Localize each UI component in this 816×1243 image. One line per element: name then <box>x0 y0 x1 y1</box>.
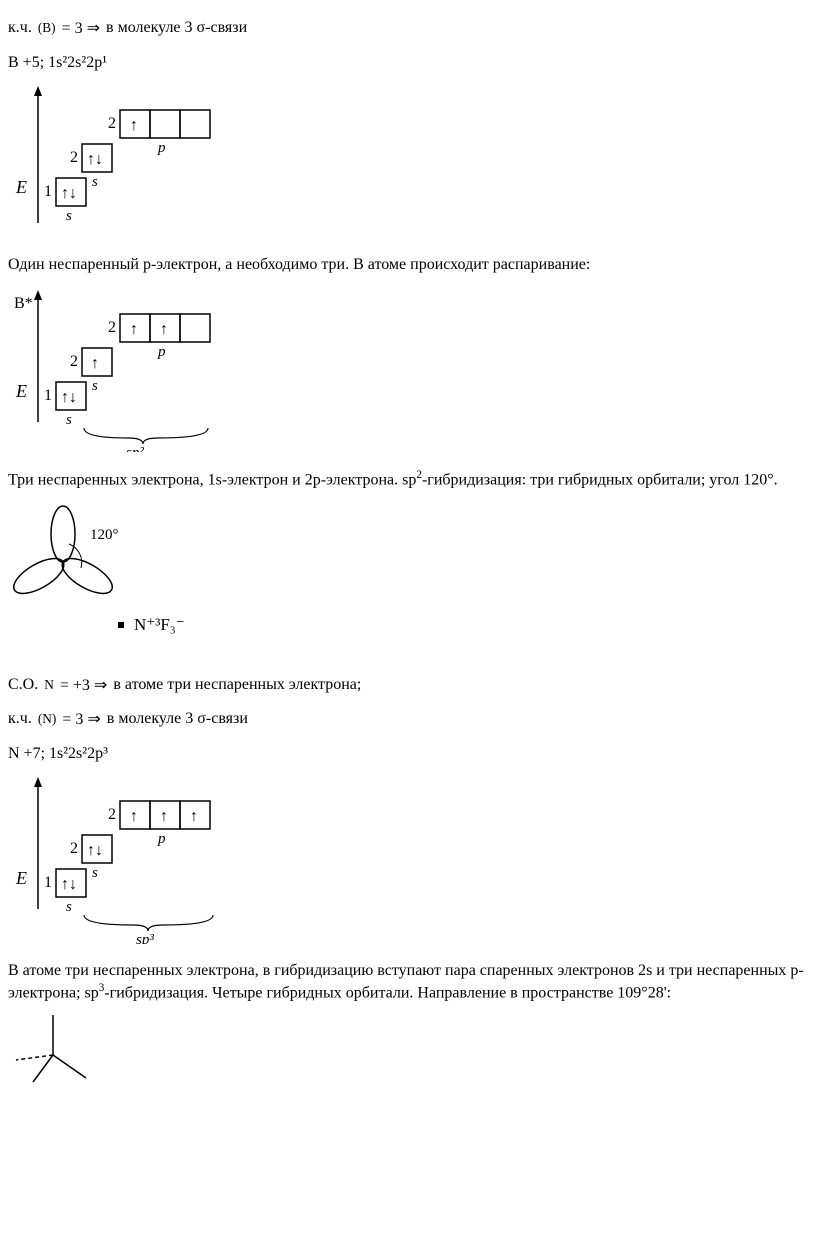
co-n-eq: = +3 ⇒ <box>60 675 107 695</box>
kch-b-eq: = 3 ⇒ <box>62 18 100 38</box>
b-config-text: B +5; 1s²2s²2p¹ <box>8 54 107 71</box>
bullet-nf3: N⁺³F₃⁻ <box>8 615 808 635</box>
kch-n-sub: (N) <box>38 711 57 727</box>
svg-text:s: s <box>66 208 72 224</box>
kch-b-text: в молекуле 3 σ-связи <box>106 19 247 37</box>
svg-text:2: 2 <box>108 115 116 132</box>
diagram-sp2-lobes: 120° <box>8 497 808 607</box>
svg-text:120°: 120° <box>90 527 119 543</box>
svg-text:2: 2 <box>70 840 78 857</box>
svg-text:s: s <box>92 174 98 190</box>
e-label: E <box>15 177 27 197</box>
row-co-n: С.О. N = +3 ⇒ в атоме три неспаренных эле… <box>8 675 808 695</box>
svg-text:1: 1 <box>44 387 52 404</box>
kch-n-prefix: к.ч. <box>8 710 32 728</box>
kch-n-text: в молекуле 3 σ-связи <box>107 710 248 728</box>
svg-text:1: 1 <box>44 183 52 200</box>
svg-text:↑↓: ↑↓ <box>61 876 77 893</box>
n-config-text: N +7; 1s²2s²2p³ <box>8 745 108 762</box>
co-n-text: в атоме три неспаренных электрона; <box>113 676 361 694</box>
svg-text:↑↓: ↑↓ <box>87 151 103 168</box>
svg-text:↑↓: ↑↓ <box>61 185 77 202</box>
kch-b-sub: (B) <box>38 20 56 36</box>
svg-text:s: s <box>92 865 98 881</box>
svg-text:s: s <box>92 378 98 394</box>
svg-text:p: p <box>157 831 166 847</box>
svg-text:B*: B* <box>14 295 33 312</box>
svg-text:s: s <box>66 412 72 428</box>
svg-text:E: E <box>15 381 27 401</box>
diagram-tetrahedral <box>8 1010 808 1090</box>
svg-text:sp³: sp³ <box>136 932 154 944</box>
diagram-b-ground: E 1 ↑↓ s 2 ↑↓ s 2 ↑ p <box>8 78 808 238</box>
para-sp2-b: -гибридизация: три гибридных орбитали; у… <box>422 471 778 488</box>
co-n-prefix: С.О. <box>8 676 38 694</box>
diagram-b-excited: E B* 1 ↑↓ s 2 ↑ s 2 ↑ ↑ p sp²- <box>8 282 808 452</box>
para-sp3: В атоме три неспаренных электрона, в гиб… <box>8 960 808 1005</box>
para-unpaired: Один неспаренный p-электрон, а необходим… <box>8 254 808 276</box>
svg-text:E: E <box>15 868 27 888</box>
co-n-sub: N <box>44 677 54 693</box>
svg-text:p: p <box>157 344 166 360</box>
svg-text:↑↓: ↑↓ <box>87 842 103 859</box>
row-kch-n: к.ч. (N) = 3 ⇒ в молекуле 3 σ-связи <box>8 709 808 729</box>
svg-text:↑: ↑ <box>160 808 168 825</box>
para-sp3-b: -гибридизация. Четыре гибридных орбитали… <box>104 984 671 1001</box>
svg-text:↑: ↑ <box>160 321 168 338</box>
svg-text:↑: ↑ <box>130 808 138 825</box>
svg-text:↑: ↑ <box>91 355 99 372</box>
para-unpaired-text: Один неспаренный p-электрон, а необходим… <box>8 256 590 273</box>
svg-text:↑: ↑ <box>130 321 138 338</box>
svg-text:↑: ↑ <box>190 808 198 825</box>
svg-text:1: 1 <box>44 874 52 891</box>
para-sp2: Три неспаренных электрона, 1s-электрон и… <box>8 468 808 491</box>
svg-text:2: 2 <box>70 353 78 370</box>
svg-text:sp²-: sp²- <box>126 445 149 452</box>
svg-text:↑: ↑ <box>130 117 138 134</box>
diagram-n: E 1 ↑↓ s 2 ↑↓ s 2 ↑ ↑ ↑ p sp³ <box>8 769 808 944</box>
kch-b-prefix: к.ч. <box>8 19 32 37</box>
para-sp2-a: Три неспаренных электрона, 1s-электрон и… <box>8 471 416 488</box>
svg-text:s: s <box>66 899 72 915</box>
kch-n-eq: = 3 ⇒ <box>62 709 100 729</box>
svg-text:2: 2 <box>70 149 78 166</box>
svg-text:p: p <box>157 140 166 156</box>
row-n-config: N +7; 1s²2s²2p³ <box>8 745 808 763</box>
svg-text:↑↓: ↑↓ <box>61 389 77 406</box>
row-kch-b: к.ч. (B) = 3 ⇒ в молекуле 3 σ-связи <box>8 18 808 38</box>
nf3-formula: N⁺³F₃⁻ <box>134 615 185 635</box>
row-b-config: B +5; 1s²2s²2p¹ <box>8 54 808 72</box>
svg-text:2: 2 <box>108 806 116 823</box>
svg-text:2: 2 <box>108 319 116 336</box>
bullet-dot <box>118 622 124 628</box>
